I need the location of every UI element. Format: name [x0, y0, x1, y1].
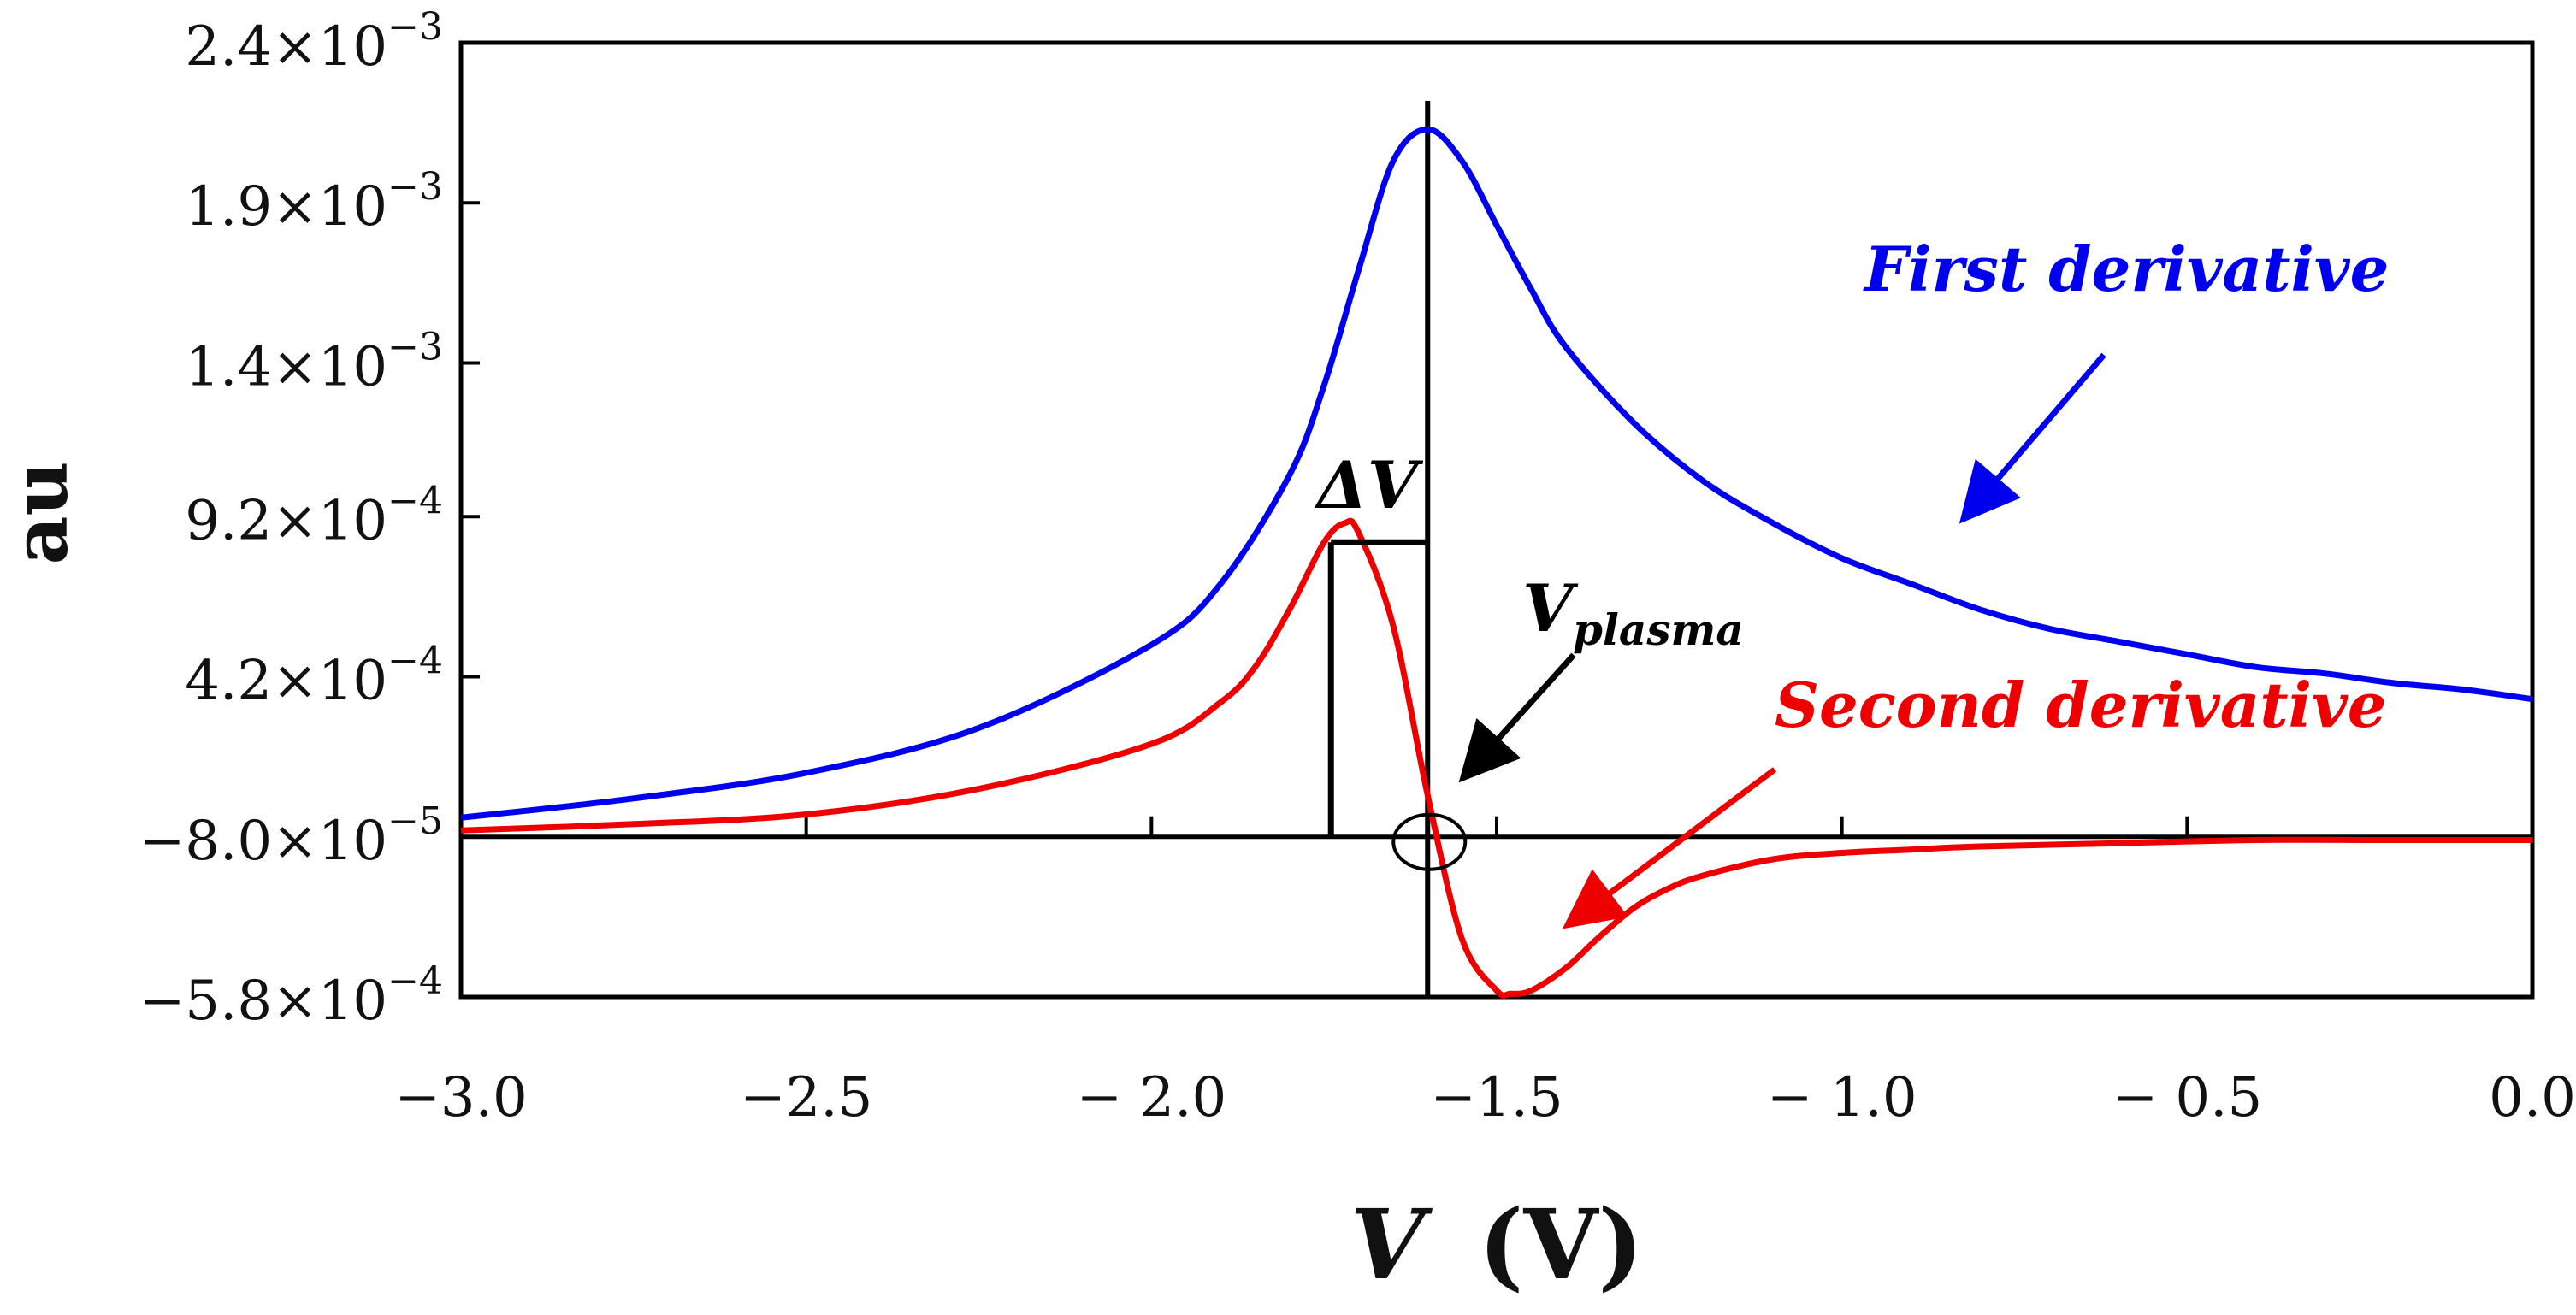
y-tick-mantissa: 4.2×10	[185, 650, 387, 713]
x-tick-label: −1.5	[1430, 1066, 1563, 1129]
y-tick-label: 9.2×10−4	[185, 479, 443, 552]
y-tick-exponent: −4	[387, 479, 443, 522]
plot-frame	[458, 40, 2535, 1000]
first-derivative-label: First derivative	[1863, 233, 2389, 305]
y-axis-title: au	[0, 462, 85, 565]
v-plasma-arrow	[1458, 652, 1576, 783]
v-plasma-main: V	[1522, 570, 1579, 646]
first-derivative-line	[460, 126, 2533, 821]
second-derivative-arrow	[1562, 767, 1777, 929]
x-tick-label: − 2.0	[1076, 1066, 1226, 1129]
delta-v-label: ΔV	[1314, 447, 1424, 523]
y-tick-exponent: −4	[387, 959, 443, 1003]
x-tick-label: 0.0	[2489, 1066, 2576, 1129]
y-tick-label: −8.0×10−5	[139, 799, 443, 873]
series-layer	[460, 126, 2533, 999]
x-axis-title-unit: (V)	[1479, 1189, 1644, 1301]
y-tick-mantissa: 9.2×10	[185, 489, 387, 552]
y-tick-mantissa: −8.0×10	[139, 810, 387, 873]
y-tick-exponent: −3	[387, 325, 443, 369]
x-axis-title: V (V)	[1350, 1189, 1644, 1301]
y-tick-exponent: −3	[387, 5, 443, 49]
x-tick-label: − 1.0	[1767, 1066, 1917, 1129]
x-axis-title-var: V	[1350, 1189, 1433, 1301]
v-plasma-label: Vplasma	[1522, 570, 1744, 655]
y-tick-label: −5.8×10−4	[139, 959, 443, 1033]
x-tick-label: −2.5	[740, 1066, 872, 1129]
y-tick-exponent: −4	[387, 640, 443, 683]
y-tick-label: 1.4×10−3	[185, 325, 443, 398]
x-tick-label: − 0.5	[2112, 1066, 2262, 1129]
y-axis: 2.4×10−31.9×10−31.4×10−39.2×10−44.2×10−4…	[139, 5, 480, 1033]
y-tick-label: 2.4×10−3	[185, 5, 443, 79]
plasma-point-circle	[1391, 812, 1468, 871]
y-tick-exponent: −3	[387, 165, 443, 209]
y-tick-mantissa: 1.4×10	[185, 335, 387, 398]
y-tick-mantissa: 1.9×10	[185, 175, 387, 239]
annotations: ΔV Vplasma	[1314, 447, 1744, 871]
x-tick-label: −3.0	[394, 1066, 527, 1129]
y-tick-mantissa: −5.8×10	[139, 970, 387, 1033]
y-tick-label: 4.2×10−4	[185, 640, 443, 713]
first-derivative-arrow	[1959, 352, 2106, 524]
second-derivative-line	[460, 517, 2532, 999]
v-plasma-subscript: plasma	[1573, 604, 1744, 655]
y-tick-label: 1.9×10−3	[185, 165, 443, 239]
y-tick-exponent: −5	[387, 799, 443, 843]
x-axis: −3.0 −2.5 − 2.0 −1.5 − 1.0 − 0.5 0.0	[394, 816, 2576, 1129]
y-tick-mantissa: 2.4×10	[185, 15, 387, 79]
second-derivative-label: Second derivative	[1775, 669, 2387, 741]
